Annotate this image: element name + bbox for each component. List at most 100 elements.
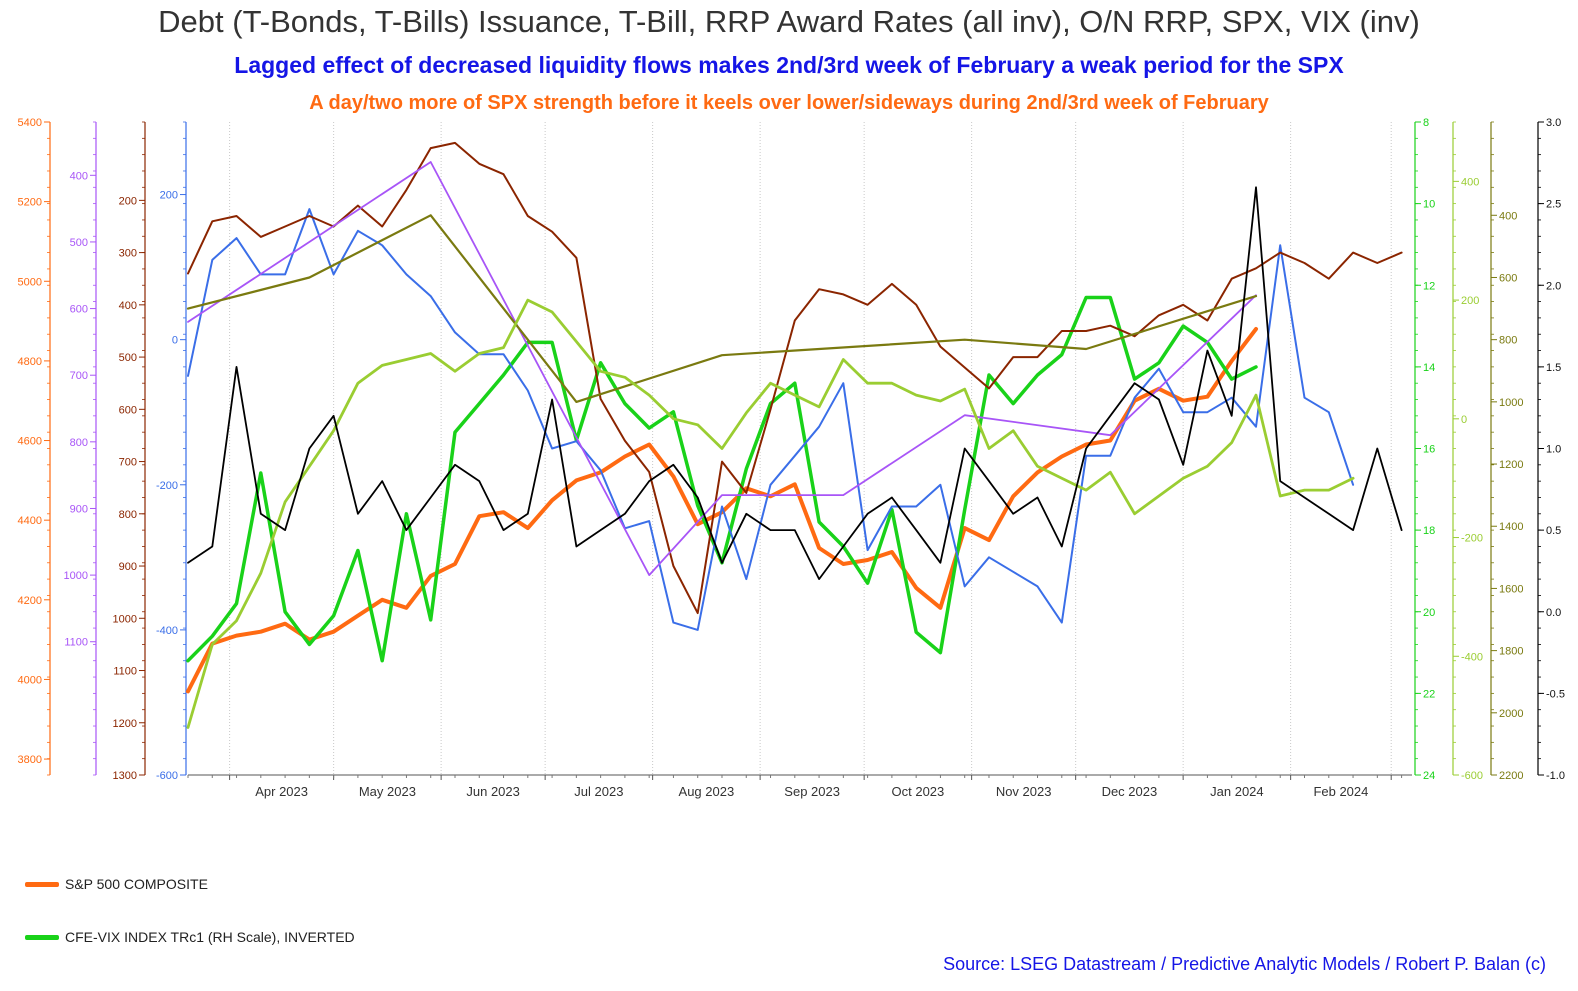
- y-tick-label: 12: [1423, 280, 1435, 292]
- x-tick-label: Jun 2023: [466, 784, 520, 799]
- y-tick-label: 200: [119, 195, 137, 207]
- y-tick-label: 5200: [18, 197, 42, 209]
- x-tick-label: Feb 2024: [1313, 784, 1368, 799]
- x-tick-label: Jul 2023: [574, 784, 623, 799]
- y-tick-label: 200: [160, 190, 178, 202]
- x-tick-label: Dec 2023: [1102, 784, 1158, 799]
- y-tick-label: 2000: [1499, 708, 1523, 720]
- y-tick-label: 1000: [113, 613, 137, 625]
- y-tick-label: 300: [119, 248, 137, 260]
- y-axis-lime: 400 200 0 -200 -400 -600: [1452, 121, 1483, 782]
- y-tick-label: 1400: [1499, 521, 1523, 533]
- y-tick-label: 1.5: [1546, 362, 1561, 374]
- y-tick-label: 10: [1423, 199, 1435, 211]
- chart-subtitle-1: Lagged effect of decreased liquidity flo…: [234, 52, 1344, 78]
- source-note: Source: LSEG Datastream / Predictive Ana…: [943, 954, 1546, 974]
- y-tick-label: 700: [119, 457, 137, 469]
- y-tick-label: 200: [1461, 295, 1479, 307]
- y-tick-label: 2.0: [1546, 280, 1561, 292]
- y-tick-label: 1100: [64, 637, 88, 649]
- series-line-4: [187, 161, 1257, 576]
- y-tick-label: 5400: [18, 117, 42, 129]
- y-tick-label: -1.0: [1546, 770, 1565, 782]
- series-line-2: [187, 208, 1355, 631]
- y-tick-label: 800: [119, 509, 137, 521]
- y-tick-label: 4800: [18, 356, 42, 368]
- y-axis-vix: 8 10 12 14 16 18 20 22 24: [1414, 117, 1435, 782]
- y-tick-label: -200: [1461, 533, 1483, 545]
- y-tick-label: 0.5: [1546, 525, 1561, 537]
- y-tick-label: -0.5: [1546, 688, 1565, 700]
- y-tick-label: 2200: [1499, 770, 1523, 782]
- y-tick-label: 4200: [18, 595, 42, 607]
- x-tick-label: Nov 2023: [996, 784, 1052, 799]
- y-tick-label: 600: [70, 304, 88, 316]
- y-tick-label: 600: [1499, 272, 1517, 284]
- y-tick-label: 900: [70, 503, 88, 515]
- legend-label-vix: CFE-VIX INDEX TRc1 (RH Scale), INVERTED: [65, 929, 355, 945]
- chart-title: Debt (T-Bonds, T-Bills) Issuance, T-Bill…: [158, 4, 1420, 39]
- y-tick-label: 1200: [1499, 459, 1523, 471]
- y-tick-label: 500: [119, 352, 137, 364]
- y-tick-label: -600: [1461, 770, 1483, 782]
- legend-item-spx: S&P 500 COMPOSITE: [25, 876, 208, 892]
- y-tick-label: 400: [70, 170, 88, 182]
- y-tick-label: 400: [1499, 210, 1517, 222]
- x-tick-label: Sep 2023: [784, 784, 840, 799]
- x-tick-label: Jan 2024: [1210, 784, 1264, 799]
- y-tick-label: 14: [1423, 362, 1435, 374]
- y-tick-label: 400: [119, 300, 137, 312]
- y-tick-label: 4400: [18, 515, 42, 527]
- y-tick-label: -600: [156, 770, 178, 782]
- y-tick-label: 5000: [18, 276, 42, 288]
- y-tick-label: 1800: [1499, 646, 1523, 658]
- x-tick-label: Oct 2023: [892, 784, 945, 799]
- y-tick-label: 1600: [1499, 583, 1523, 595]
- y-tick-label: 22: [1423, 688, 1435, 700]
- y-tick-label: 800: [70, 437, 88, 449]
- legend-label-spx: S&P 500 COMPOSITE: [65, 876, 208, 892]
- y-axis-olive: 400 600 800 1000 1200 1400 1600 1800 2000 2200: [1490, 121, 1523, 782]
- y-tick-label: 800: [1499, 335, 1517, 347]
- y-tick-label: 0: [1461, 414, 1467, 426]
- y-tick-label: 1000: [64, 570, 88, 582]
- series-line-7: [187, 186, 1403, 580]
- chart-subtitle-2: A day/two more of SPX strength before it…: [309, 92, 1269, 114]
- legend-item-vix: CFE-VIX INDEX TRc1 (RH Scale), INVERTED: [25, 929, 355, 945]
- y-tick-label: 900: [119, 561, 137, 573]
- series-line-5: [186, 214, 1258, 403]
- y-tick-label: 4600: [18, 436, 42, 448]
- y-tick-label: 24: [1423, 770, 1435, 782]
- y-tick-label: 0.0: [1546, 607, 1561, 619]
- y-tick-label: 18: [1423, 525, 1435, 537]
- y-tick-label: 1100: [113, 666, 137, 678]
- y-tick-label: 1000: [1499, 397, 1523, 409]
- y-tick-label: 700: [70, 370, 88, 382]
- series-line-0: [186, 327, 1258, 694]
- series-line-6: [186, 298, 1355, 729]
- y-tick-label: -200: [156, 480, 178, 492]
- y-tick-label: 8: [1423, 117, 1429, 129]
- y-tick-label: 500: [70, 237, 88, 249]
- y-tick-label: 3800: [18, 754, 42, 766]
- y-axis-brown: 200 300 400 500 600 700 800 900 1000 1100 1200 1300: [113, 121, 146, 782]
- y-tick-label: -400: [156, 625, 178, 637]
- y-tick-label: -400: [1461, 651, 1483, 663]
- y-tick-label: 3.0: [1546, 117, 1561, 129]
- x-tick-label: Apr 2023: [255, 784, 308, 799]
- x-tick-label: May 2023: [359, 784, 416, 799]
- y-tick-label: 20: [1423, 607, 1435, 619]
- y-axis-blue: 200 0 -200 -400 -600: [156, 121, 187, 782]
- series-line-3: [187, 141, 1403, 615]
- y-tick-label: 4000: [18, 674, 42, 686]
- y-tick-label: 0: [172, 335, 178, 347]
- y-tick-label: 1.0: [1546, 444, 1561, 456]
- legend-swatch-vix: [25, 934, 59, 940]
- y-tick-label: 600: [119, 404, 137, 416]
- y-tick-label: 2.5: [1546, 199, 1561, 211]
- x-tick-label: Aug 2023: [679, 784, 735, 799]
- y-tick-label: 400: [1461, 176, 1479, 188]
- y-tick-label: 16: [1423, 444, 1435, 456]
- y-tick-label: 1200: [113, 718, 137, 730]
